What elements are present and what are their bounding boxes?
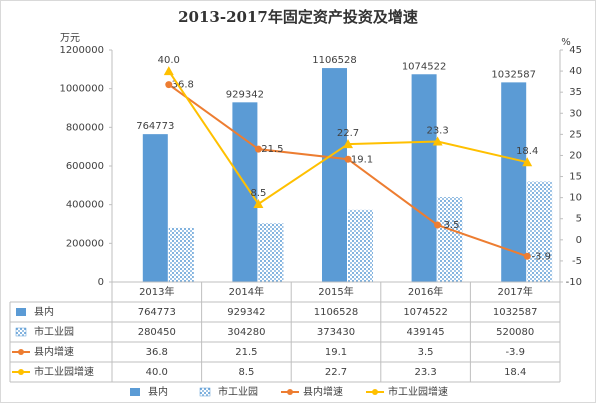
line-marker: [344, 155, 352, 163]
y-tick-label: 600000: [66, 161, 104, 172]
table-cell: 8.5: [238, 367, 254, 378]
table-cell: 22.7: [325, 367, 347, 378]
line-marker: [522, 157, 533, 167]
y-tick-label: 800000: [66, 122, 104, 133]
table-cell: 520080: [496, 327, 534, 338]
x-tick-label: 2015年: [318, 285, 353, 298]
legend-key: [130, 388, 140, 396]
bar-value-label: 1074522: [402, 61, 447, 72]
line-value-label: 21.5: [261, 144, 283, 155]
table-legend-key: [18, 349, 24, 355]
table-cell: 23.3: [414, 367, 436, 378]
table-legend-key: [15, 327, 27, 337]
y-tick-label: 1200000: [59, 45, 104, 56]
table-cell: 21.5: [235, 347, 257, 358]
bar: [142, 134, 168, 282]
table-cell: -3.9: [505, 347, 525, 358]
line-value-label: -3.9: [531, 251, 551, 262]
line-marker: [253, 198, 264, 208]
line-marker: [165, 81, 173, 89]
y-axis-label: 万元: [60, 33, 80, 44]
y2-tick-label: -5: [572, 256, 582, 267]
legend-key: [287, 389, 293, 395]
table-cell: 19.1: [325, 347, 347, 358]
bar-value-label: 929342: [226, 89, 264, 100]
legend-label: 县内增速: [303, 385, 343, 398]
line-value-label: 40.0: [158, 55, 180, 66]
y2-tick-label: 45: [569, 45, 582, 56]
y2-tick-label: 20: [569, 150, 582, 161]
bar: [258, 223, 284, 282]
y2-tick-label: 30: [569, 108, 582, 119]
line-value-label: 18.4: [516, 146, 538, 157]
y-tick-label: 0: [98, 277, 104, 288]
line-value-label: 19.1: [351, 154, 373, 165]
line-marker: [163, 66, 174, 76]
table-cell: 764773: [138, 307, 176, 318]
line-marker: [523, 252, 531, 260]
legend-label: 市工业园: [218, 385, 258, 398]
y2-tick-label: 35: [569, 87, 582, 98]
table-legend-key: [18, 369, 24, 375]
table-cell: 36.8: [146, 347, 168, 358]
table-cell: 1074522: [403, 307, 448, 318]
y-tick-label: 1000000: [59, 84, 104, 95]
x-tick-label: 2014年: [229, 285, 264, 298]
line-value-label: 8.5: [250, 188, 266, 199]
y2-tick-label: 15: [569, 172, 582, 183]
table-cell: 1106528: [314, 307, 359, 318]
y2-tick-label: 40: [569, 66, 582, 77]
table-cell: 40.0: [146, 367, 168, 378]
bar-value-label: 764773: [136, 121, 174, 132]
line-value-label: 36.8: [172, 80, 194, 91]
table-cell: 1032587: [493, 307, 538, 318]
bar-value-label: 1032587: [491, 69, 536, 80]
table-row-label: 市工业园增速: [34, 365, 94, 378]
bar: [411, 74, 437, 282]
x-tick-label: 2013年: [139, 285, 174, 298]
y2-tick-label: 0: [576, 235, 582, 246]
chart-title: 2013-2017年固定资产投资及增速: [178, 8, 418, 26]
bar: [527, 181, 553, 282]
table-cell: 3.5: [418, 347, 434, 358]
table-row-label: 县内增速: [34, 345, 74, 358]
table-cell: 439145: [407, 327, 445, 338]
table-cell: 929342: [227, 307, 265, 318]
line-marker: [254, 145, 262, 153]
line-marker: [434, 221, 442, 229]
line-marker: [343, 139, 353, 149]
y2-axis-label: %: [561, 37, 571, 48]
table-legend-key: [16, 308, 26, 316]
legend-label: 市工业园增速: [388, 385, 448, 398]
x-tick-label: 2017年: [497, 285, 532, 298]
bar-value-label: 1106528: [312, 55, 357, 66]
line-value-label: 3.5: [444, 220, 460, 231]
line-value-label: 23.3: [426, 126, 448, 137]
table-cell: 280450: [138, 327, 176, 338]
bar: [348, 209, 373, 282]
bar: [168, 227, 194, 282]
line-value-label: 22.7: [337, 128, 359, 139]
bar: [322, 68, 347, 282]
y-tick-label: 400000: [66, 200, 104, 211]
legend-key: [199, 387, 211, 397]
table-row-label: 县内: [34, 305, 54, 318]
table-row-label: 市工业园: [34, 325, 74, 338]
y2-tick-label: 25: [569, 129, 582, 140]
legend-label: 县内: [148, 385, 168, 398]
y2-tick-label: 10: [569, 193, 582, 204]
x-tick-label: 2016年: [408, 285, 443, 298]
legend-key: [372, 389, 378, 395]
table-cell: 373430: [317, 327, 355, 338]
y-tick-label: 200000: [66, 238, 104, 249]
table-cell: 18.4: [504, 367, 526, 378]
line-marker: [432, 136, 443, 146]
y2-tick-label: 5: [576, 214, 582, 225]
bar: [437, 197, 463, 282]
y2-tick-label: -10: [566, 277, 582, 288]
table-cell: 304280: [227, 327, 265, 338]
